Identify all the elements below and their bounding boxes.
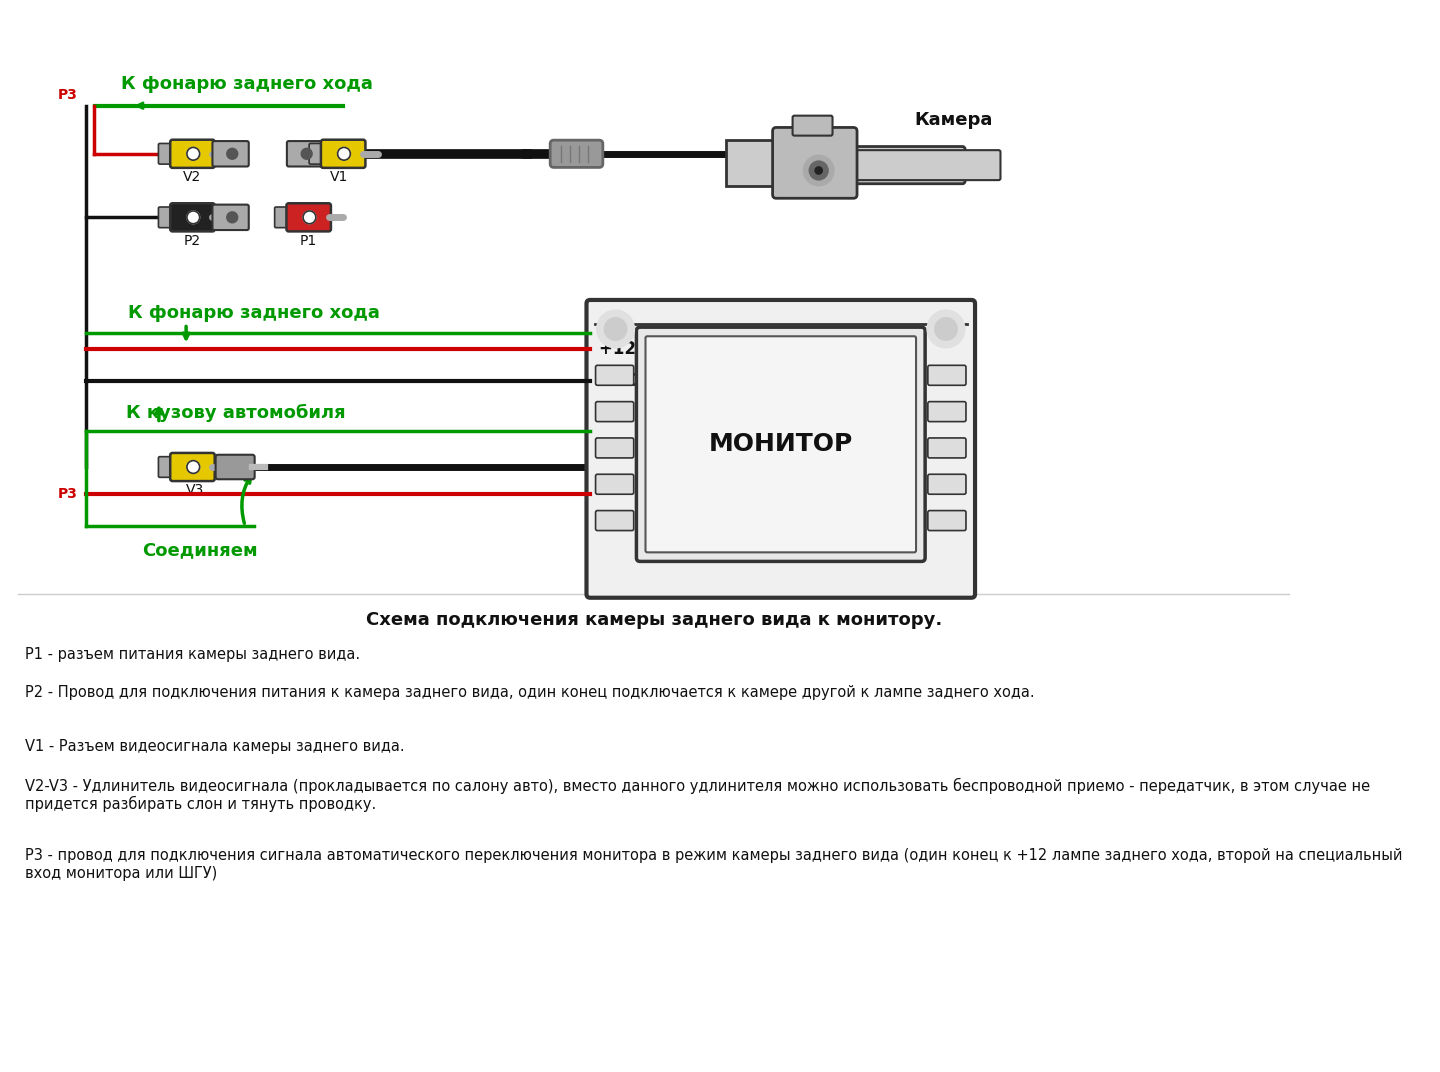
FancyBboxPatch shape bbox=[645, 337, 916, 552]
FancyBboxPatch shape bbox=[927, 366, 966, 385]
FancyBboxPatch shape bbox=[792, 116, 832, 136]
Text: Камера: Камера bbox=[914, 111, 992, 130]
FancyBboxPatch shape bbox=[773, 128, 857, 198]
Text: +12 В: +12 В bbox=[599, 340, 655, 358]
FancyBboxPatch shape bbox=[170, 139, 215, 168]
FancyBboxPatch shape bbox=[586, 300, 975, 598]
Text: К кузову автомобиля: К кузову автомобиля bbox=[127, 403, 346, 421]
FancyBboxPatch shape bbox=[550, 140, 603, 167]
FancyBboxPatch shape bbox=[596, 510, 634, 531]
Circle shape bbox=[187, 461, 200, 474]
Circle shape bbox=[598, 311, 634, 347]
Circle shape bbox=[804, 155, 834, 185]
Circle shape bbox=[226, 148, 238, 160]
FancyBboxPatch shape bbox=[596, 474, 634, 494]
FancyBboxPatch shape bbox=[927, 510, 966, 531]
FancyBboxPatch shape bbox=[321, 139, 366, 168]
Circle shape bbox=[187, 148, 200, 160]
FancyBboxPatch shape bbox=[158, 207, 174, 227]
Text: GND: GND bbox=[599, 372, 641, 390]
Polygon shape bbox=[726, 140, 791, 185]
FancyBboxPatch shape bbox=[170, 453, 215, 481]
FancyBboxPatch shape bbox=[213, 142, 249, 166]
FancyBboxPatch shape bbox=[596, 366, 634, 385]
Text: V1 - Разъем видеосигнала камеры заднего вида.: V1 - Разъем видеосигнала камеры заднего … bbox=[26, 740, 405, 755]
Circle shape bbox=[337, 148, 350, 160]
Text: P3 - провод для подключения сигнала автоматического переключения монитора в режи: P3 - провод для подключения сигнала авто… bbox=[26, 848, 1403, 881]
Circle shape bbox=[605, 318, 626, 340]
Text: К фонарю заднего хода: К фонарю заднего хода bbox=[121, 75, 373, 93]
FancyBboxPatch shape bbox=[636, 327, 924, 562]
Text: P1 - разъем питания камеры заднего вида.: P1 - разъем питания камеры заднего вида. bbox=[26, 646, 360, 661]
FancyBboxPatch shape bbox=[310, 144, 324, 164]
FancyBboxPatch shape bbox=[213, 205, 249, 230]
Text: V1: V1 bbox=[330, 170, 348, 184]
FancyBboxPatch shape bbox=[158, 144, 174, 164]
Text: P3: P3 bbox=[58, 88, 78, 102]
FancyBboxPatch shape bbox=[927, 438, 966, 458]
Text: V3: V3 bbox=[186, 483, 204, 497]
Circle shape bbox=[302, 211, 315, 224]
Text: МОНИТОР: МОНИТОР bbox=[708, 432, 852, 457]
FancyBboxPatch shape bbox=[287, 204, 331, 232]
Circle shape bbox=[927, 311, 965, 347]
FancyBboxPatch shape bbox=[275, 207, 289, 227]
FancyBboxPatch shape bbox=[287, 142, 323, 166]
Text: P3: P3 bbox=[58, 488, 78, 502]
FancyBboxPatch shape bbox=[596, 438, 634, 458]
Circle shape bbox=[187, 211, 200, 224]
Circle shape bbox=[301, 148, 312, 160]
Text: P2: P2 bbox=[184, 234, 202, 248]
FancyBboxPatch shape bbox=[596, 402, 634, 421]
Text: К фонарю заднего хода: К фонарю заднего хода bbox=[128, 303, 380, 322]
FancyBboxPatch shape bbox=[778, 147, 965, 183]
Text: P1: P1 bbox=[300, 234, 317, 248]
Circle shape bbox=[226, 212, 238, 223]
Circle shape bbox=[935, 318, 958, 340]
Circle shape bbox=[815, 167, 822, 174]
Text: P2 - Провод для подключения питания к камера заднего вида, один конец подключает: P2 - Провод для подключения питания к ка… bbox=[26, 685, 1035, 700]
Text: V2: V2 bbox=[183, 170, 202, 184]
FancyBboxPatch shape bbox=[170, 204, 215, 232]
Text: Схема подключения камеры заднего вида к монитору.: Схема подключения камеры заднего вида к … bbox=[366, 611, 942, 628]
FancyBboxPatch shape bbox=[927, 474, 966, 494]
Circle shape bbox=[809, 162, 828, 180]
Text: V2-V3 - Удлинитель видеосигнала (прокладывается по салону авто), вместо данного : V2-V3 - Удлинитель видеосигнала (проклад… bbox=[26, 777, 1371, 813]
FancyBboxPatch shape bbox=[927, 402, 966, 421]
Text: Соединяем: Соединяем bbox=[143, 541, 258, 560]
FancyBboxPatch shape bbox=[158, 457, 174, 477]
FancyBboxPatch shape bbox=[216, 455, 255, 479]
FancyBboxPatch shape bbox=[851, 150, 1001, 180]
